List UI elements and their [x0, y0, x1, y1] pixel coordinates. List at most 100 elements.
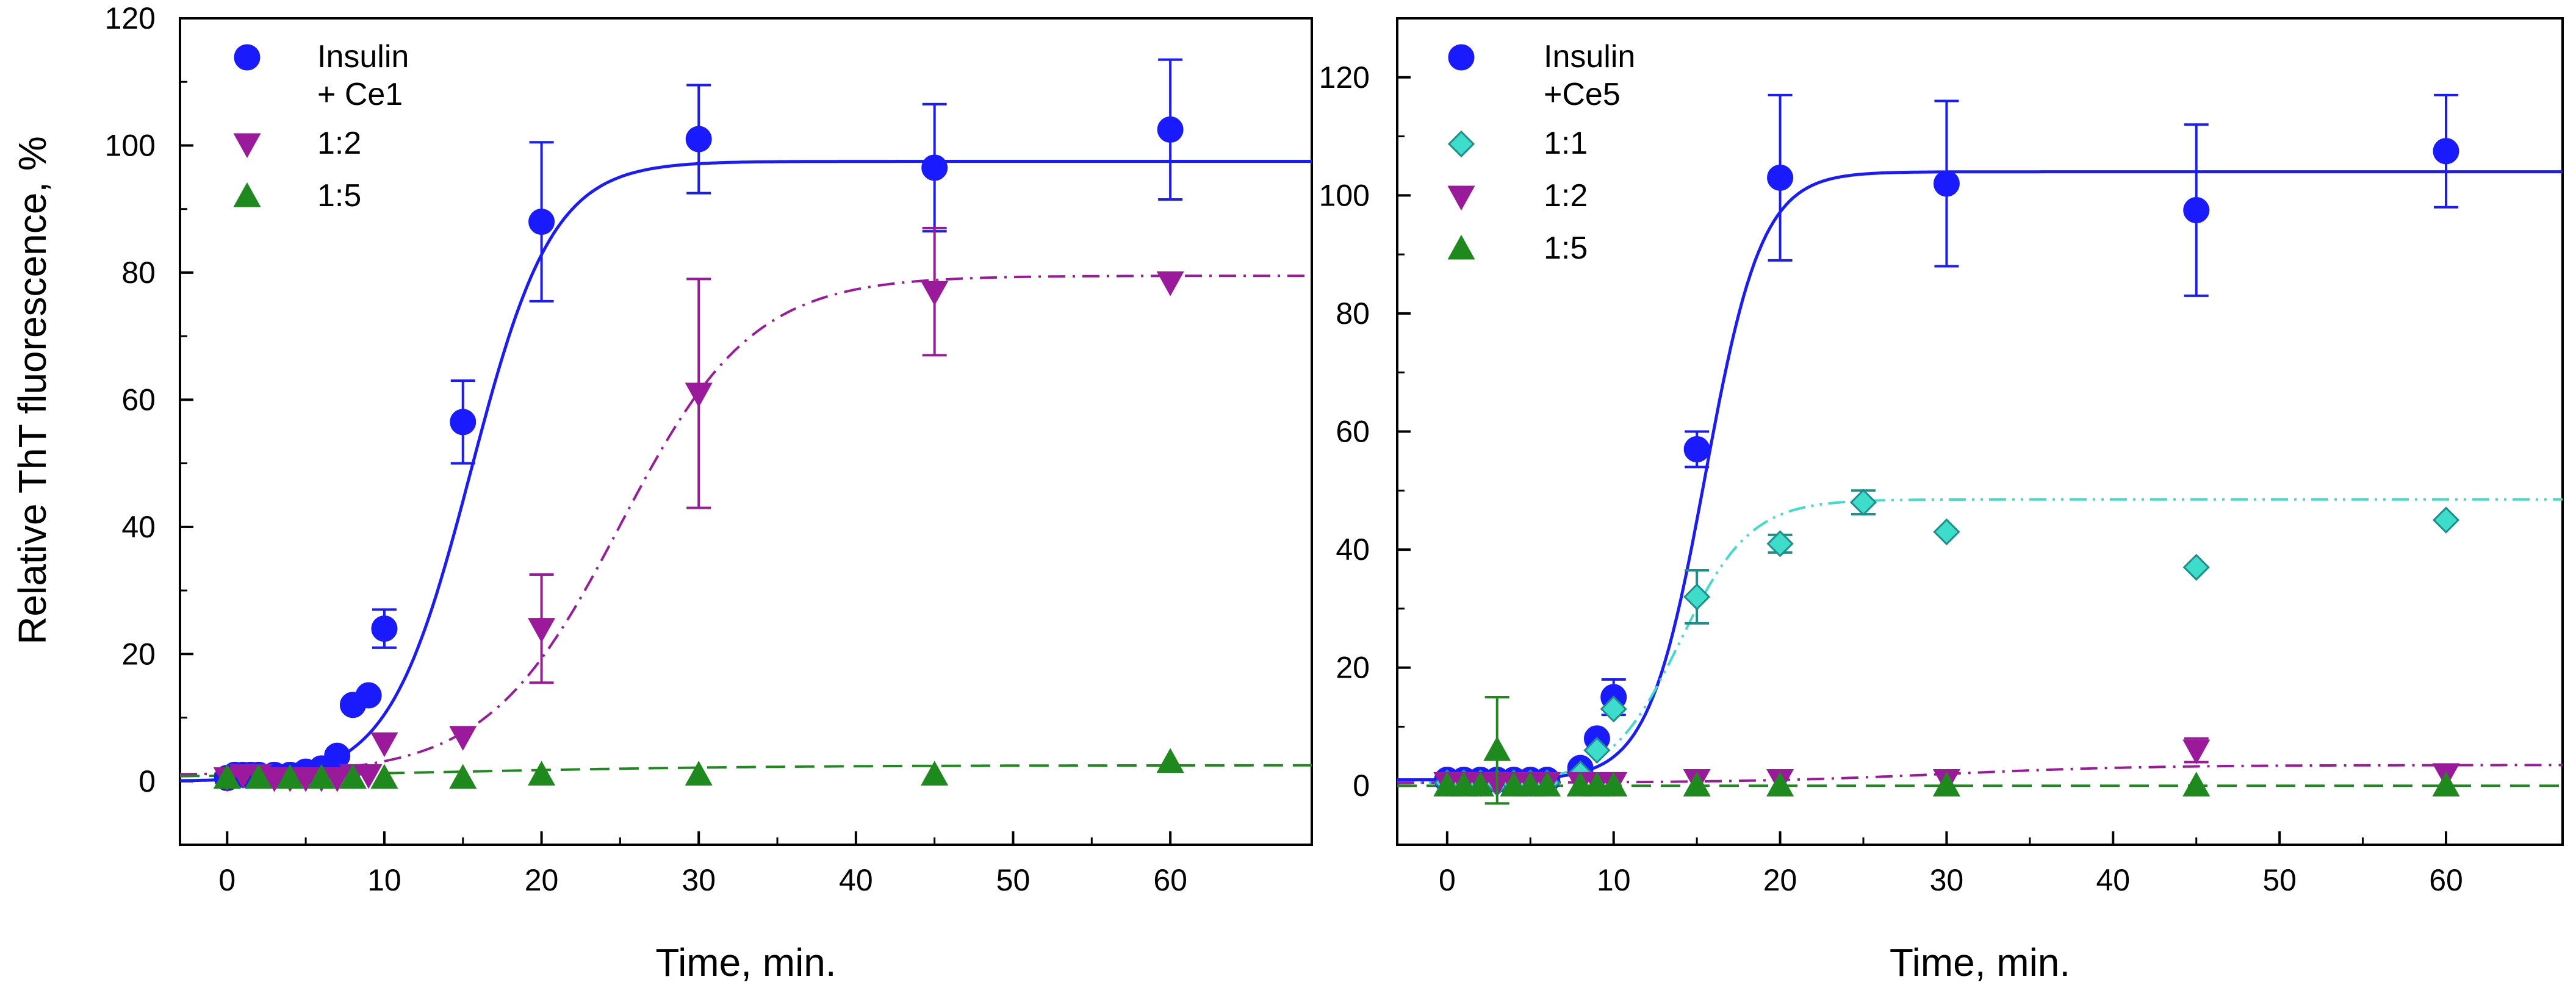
data-point [1156, 748, 1184, 773]
data-point [2433, 138, 2459, 165]
data-point [528, 761, 556, 786]
data-point [1450, 772, 1478, 797]
data-point [2182, 772, 2211, 797]
y-tick-label: 60 [121, 382, 156, 417]
x-tick-label: 10 [367, 863, 401, 897]
y-tick-label: 80 [121, 256, 156, 290]
data-point [449, 764, 477, 789]
x-tick-label: 50 [2262, 863, 2297, 897]
data-point [1433, 772, 1461, 797]
legend-marker [1447, 130, 1475, 158]
legend-label: Insulin [1544, 39, 1635, 74]
data-point [1766, 772, 1794, 797]
legend-marker [233, 133, 261, 159]
y-axis-label: Relative ThT fluorescence, % [10, 136, 54, 645]
data-point [685, 761, 713, 786]
y-tick-label: 0 [139, 764, 156, 798]
x-tick-label: 40 [2096, 863, 2130, 897]
data-point [355, 682, 382, 709]
y-tick-label: 20 [121, 637, 156, 671]
data-point [213, 764, 241, 789]
y-tick-label: 100 [105, 128, 156, 162]
data-point [921, 281, 949, 306]
data-point [1566, 772, 1594, 797]
fit-curve-1-2 [1397, 764, 2563, 784]
data-point [245, 764, 273, 789]
fit-curve-insulin [180, 160, 1312, 783]
x-tick-label: 20 [525, 863, 559, 897]
data-point [1500, 772, 1528, 797]
fit-curve-1-1 [1397, 498, 2563, 784]
y-tick-label: 80 [1336, 296, 1370, 331]
legend-label: 1:2 [1544, 178, 1588, 213]
legend-label: Insulin [317, 39, 409, 74]
x-axis-label: Time, min. [1890, 941, 2070, 984]
legend-label: +Ce5 [1544, 77, 1621, 112]
legend-label: 1:5 [317, 178, 361, 213]
data-point [276, 764, 304, 789]
y-tick-label: 40 [1336, 532, 1370, 567]
data-point [1483, 736, 1511, 761]
data-point [528, 618, 556, 643]
data-point [1466, 772, 1494, 797]
legend-label: 1:5 [1544, 231, 1588, 266]
data-point [370, 732, 398, 758]
legend-label: 1:2 [317, 126, 361, 161]
data-point [1767, 164, 1794, 191]
data-point [370, 764, 398, 789]
data-point [1583, 772, 1611, 797]
fit-curve-1-2 [180, 274, 1312, 776]
y-tick-label: 120 [1319, 60, 1370, 95]
data-point [1583, 737, 1611, 764]
data-point [921, 761, 949, 786]
y-tick-label: 100 [1319, 178, 1370, 212]
data-point [308, 764, 336, 789]
data-point [1600, 695, 1627, 723]
data-point [921, 154, 948, 181]
x-tick-label: 60 [1153, 863, 1187, 897]
x-tick-label: 20 [1763, 863, 1797, 897]
x-tick-label: 50 [996, 863, 1031, 897]
y-tick-label: 40 [121, 510, 156, 544]
y-tick-label: 0 [1353, 769, 1370, 803]
data-point [371, 615, 398, 642]
legend-marker [234, 44, 261, 71]
left-chart-panel: 0 20 40 60 80 100 120 0 10 20 30 40 50 60 Time, min. In… [105, 1, 1313, 984]
legend-label: + Ce1 [317, 77, 403, 112]
data-point [685, 126, 712, 152]
x-tick-label: 30 [1930, 863, 1964, 897]
data-point [1933, 170, 1960, 197]
y-tick-label: 120 [105, 1, 156, 35]
data-point [685, 382, 713, 408]
data-point [1683, 772, 1711, 797]
data-point [2432, 506, 2460, 534]
legend-label: 1:1 [1544, 126, 1588, 161]
data-point [323, 767, 351, 792]
legend-marker [1448, 44, 1475, 71]
data-point [1157, 116, 1184, 143]
right-chart-panel: 0 20 40 60 80 100 120 0 10 20 30 40 50 60 Time, min. In… [1319, 17, 2564, 984]
data-point [354, 764, 383, 789]
x-axis-label: Time, min. [655, 941, 836, 984]
data-point [339, 764, 367, 789]
x-tick-label: 30 [682, 863, 716, 897]
data-point [1933, 518, 1960, 546]
y-tick-label: 60 [1336, 415, 1370, 449]
x-tick-label: 60 [2429, 863, 2463, 897]
data-point [1766, 530, 1794, 557]
data-point [2182, 739, 2211, 765]
x-tick-label: 0 [1439, 863, 1456, 897]
data-point [1932, 772, 1960, 797]
data-point [450, 409, 477, 435]
data-point [1683, 583, 1711, 611]
x-tick-label: 0 [218, 863, 236, 897]
x-tick-label: 10 [1597, 863, 1631, 897]
data-point [1156, 271, 1184, 296]
data-point [1600, 772, 1628, 797]
data-point [2183, 197, 2210, 224]
data-point [1533, 772, 1561, 797]
y-tick-label: 20 [1336, 651, 1370, 685]
data-point [2432, 772, 2460, 797]
